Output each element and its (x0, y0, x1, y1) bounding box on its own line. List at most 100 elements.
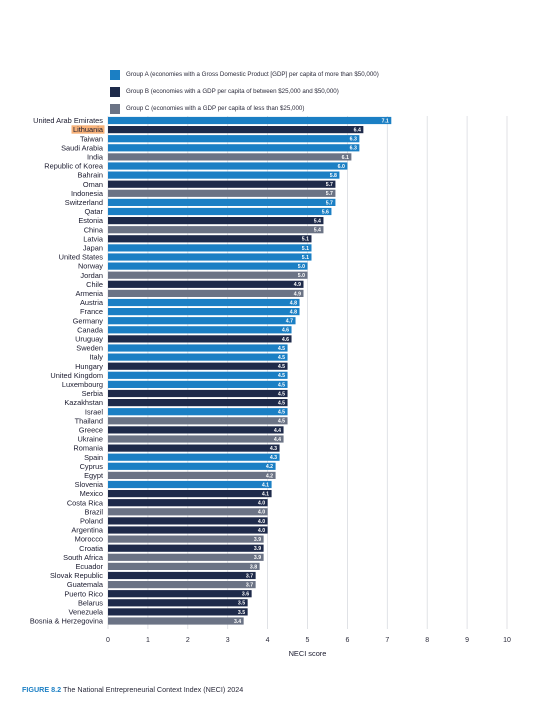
value-label-lithuania: 6.4 (354, 128, 361, 134)
bar-belarus (108, 599, 248, 607)
value-label-estonia: 5.4 (314, 219, 321, 225)
bar-republic-of-korea (108, 162, 348, 170)
x-tick-label-4: 4 (266, 637, 270, 644)
value-label-united-states: 5.1 (302, 255, 309, 261)
value-label-guatemala: 3.7 (246, 583, 253, 589)
value-label-croatia: 3.9 (254, 546, 261, 552)
value-label-costa-rica: 4.0 (258, 501, 265, 507)
bar-qatar (108, 207, 332, 216)
value-label-cyprus: 4.2 (266, 464, 273, 470)
country-label-bahrain: Bahrain (78, 171, 103, 180)
value-label-united-kingdom: 4.5 (278, 373, 285, 379)
value-label-hungary: 4.5 (278, 364, 285, 370)
bar-hungary (108, 362, 288, 370)
country-label-united-kingdom: United Kingdom (50, 371, 103, 380)
country-label-oman: Oman (83, 180, 103, 189)
figure-number: FIGURE 8.2 (22, 685, 62, 694)
x-tick-label-1: 1 (146, 637, 150, 644)
bar-armenia (108, 289, 304, 297)
value-label-saudi-arabia: 6.3 (350, 146, 357, 152)
value-label-thailand: 4.5 (278, 419, 285, 425)
value-label-ecuador: 3.8 (250, 564, 257, 570)
bar-guatemala (108, 581, 256, 589)
country-label-argentina: Argentina (71, 526, 104, 535)
bar-puerto-rico (108, 590, 252, 598)
country-label-sweden: Sweden (76, 344, 103, 353)
value-label-greece: 4.4 (274, 428, 281, 434)
value-label-china: 5.4 (314, 228, 321, 234)
value-label-armenia: 4.9 (294, 291, 301, 297)
bar-argentina (108, 526, 268, 534)
country-label-south-africa: South Africa (63, 553, 104, 562)
bar-canada (108, 326, 292, 334)
value-label-norway: 5.0 (298, 264, 305, 270)
value-label-puerto-rico: 3.6 (242, 592, 249, 598)
bar-south-africa (108, 553, 264, 561)
bar-taiwan (108, 135, 360, 143)
bar-india (108, 153, 352, 161)
value-label-south-africa: 3.9 (254, 555, 261, 561)
bar-slovak-republic (108, 571, 256, 580)
value-label-republic-of-korea: 6.0 (338, 164, 345, 170)
legend: Group A (economies with a Gross Domestic… (110, 66, 379, 117)
figure-caption: FIGURE 8.2 The National Entrepreneurial … (22, 685, 243, 694)
x-tick-label-2: 2 (186, 637, 190, 644)
value-label-israel: 4.5 (278, 410, 285, 416)
bar-spain (108, 453, 280, 461)
bar-morocco (108, 535, 264, 543)
value-label-egypt: 4.2 (266, 473, 273, 479)
value-label-slovak-republic: 3.7 (246, 573, 253, 579)
legend-label-group-b: Group B (economies with a GDP per capita… (126, 88, 339, 95)
bar-bahrain (108, 171, 340, 179)
country-label-ecuador: Ecuador (75, 562, 103, 571)
country-label-kazakhstan: Kazakhstan (64, 398, 103, 407)
bar-sweden (108, 344, 288, 352)
country-label-uruguay: Uruguay (75, 335, 103, 344)
country-label-indonesia: Indonesia (71, 189, 104, 198)
value-label-oman: 5.7 (326, 182, 333, 188)
bar-china (108, 226, 324, 234)
bars: 7.16.46.36.36.16.05.85.75.75.75.65.45.45… (108, 116, 392, 625)
country-label-india: India (87, 153, 104, 162)
value-label-qatar: 5.6 (322, 209, 329, 215)
country-label-austria: Austria (80, 298, 104, 307)
bar-united-arab-emirates (108, 116, 392, 125)
bar-jordan (108, 271, 308, 279)
bar-israel (108, 408, 288, 416)
country-label-guatemala: Guatemala (67, 580, 104, 589)
bar-ukraine (108, 435, 284, 443)
x-tick-label-6: 6 (345, 637, 349, 644)
value-label-poland: 4.0 (258, 519, 265, 525)
bar-venezuela (108, 608, 248, 616)
x-axis-label: NECI score (289, 649, 327, 658)
value-label-italy: 4.5 (278, 355, 285, 361)
country-label-romania: Romania (73, 444, 103, 453)
country-label-puerto-rico: Puerto Rico (64, 589, 103, 598)
value-label-japan: 5.1 (302, 246, 309, 252)
country-label-venezuela: Venezuela (68, 608, 103, 617)
country-label-estonia: Estonia (78, 216, 104, 225)
value-label-brazil: 4.0 (258, 510, 265, 516)
bar-costa-rica (108, 499, 268, 507)
bar-ecuador (108, 562, 260, 570)
country-label-jordan: Jordan (80, 271, 103, 280)
x-tick-label-0: 0 (106, 637, 110, 644)
highlight-lithuania (71, 125, 105, 134)
country-label-spain: Spain (84, 453, 103, 462)
bar-poland (108, 517, 268, 525)
country-label-thailand: Thailand (75, 416, 103, 425)
country-label-chile: Chile (86, 280, 103, 289)
value-label-united-arab-emirates: 7.1 (382, 118, 389, 124)
country-label-qatar: Qatar (85, 207, 104, 216)
bar-greece (108, 426, 284, 434)
country-label-luxembourg: Luxembourg (62, 380, 103, 389)
country-label-costa-rica: Costa Rica (67, 498, 104, 507)
country-label-canada: Canada (77, 325, 104, 334)
country-label-armenia: Armenia (75, 289, 103, 298)
value-label-latvia: 5.1 (302, 237, 309, 243)
legend-item-group-b: Group B (economies with a GDP per capita… (110, 83, 379, 100)
country-label-switzerland: Switzerland (65, 198, 103, 207)
bar-kazakhstan (108, 399, 288, 407)
bar-uruguay (108, 335, 292, 343)
bar-thailand (108, 417, 288, 425)
